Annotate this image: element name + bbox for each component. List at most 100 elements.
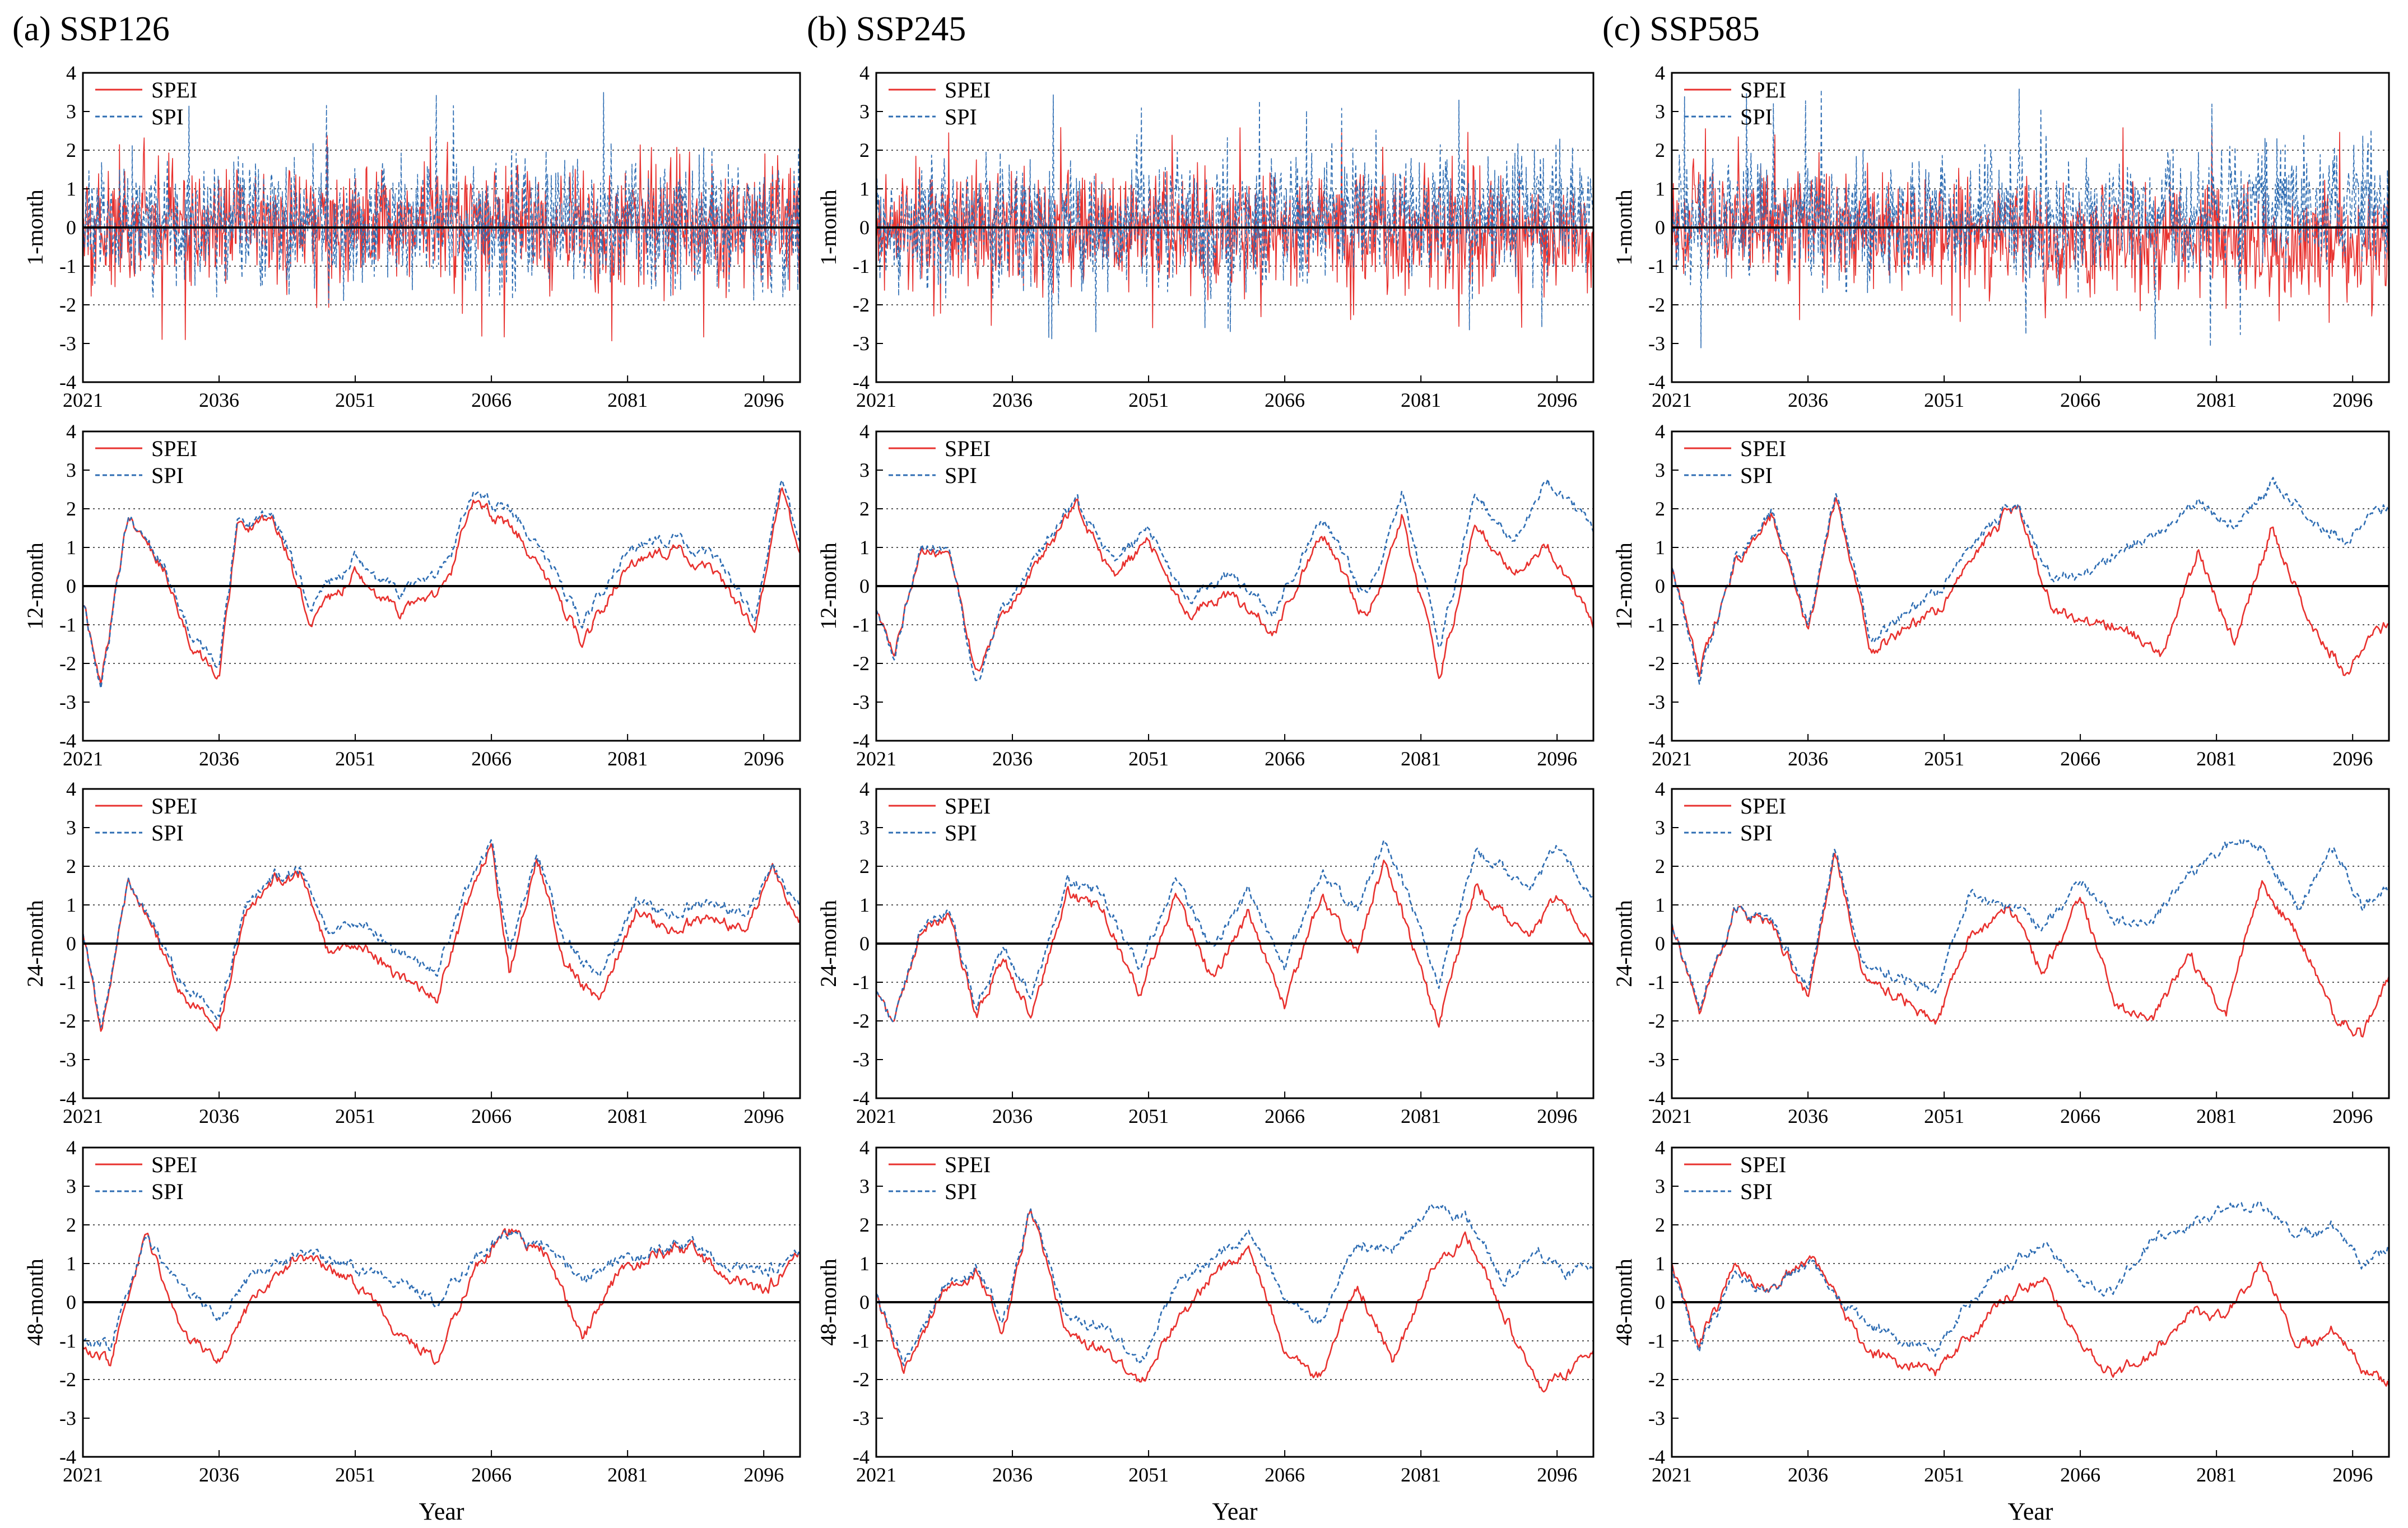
series-spi-line xyxy=(876,839,1593,1023)
legend-label-spei: SPEI xyxy=(945,1152,991,1177)
x-tick-label: 2066 xyxy=(2060,747,2100,770)
y-tick-label: -2 xyxy=(853,1368,870,1391)
legend-label-spi: SPI xyxy=(1740,1179,1773,1204)
y-tick-label: 2 xyxy=(66,498,76,520)
series-spi-line xyxy=(876,94,1593,340)
x-tick-label: 2051 xyxy=(1924,1464,1964,1486)
legend-label-spei: SPEI xyxy=(151,1152,197,1177)
y-tick-label: -4 xyxy=(59,371,76,393)
legend-label-spi: SPI xyxy=(945,463,977,488)
x-tick-label: 2096 xyxy=(1537,1464,1577,1486)
x-tick-label: 2036 xyxy=(199,1464,239,1486)
y-tick-label: 2 xyxy=(859,855,870,877)
y-tick-label: -4 xyxy=(853,1087,870,1109)
series-spi-line xyxy=(1672,89,2389,349)
x-tick-label: 2036 xyxy=(199,1105,239,1127)
series-spi-line xyxy=(83,839,800,1028)
y-tick-label: 4 xyxy=(1655,62,1665,84)
x-tick-label: 2081 xyxy=(607,389,648,411)
series-spei-line xyxy=(876,860,1593,1028)
series-spi-line xyxy=(83,1230,800,1351)
y-tick-label: 0 xyxy=(1655,932,1665,955)
legend-label-spei: SPEI xyxy=(945,436,991,461)
legend-label-spei: SPEI xyxy=(945,793,991,819)
x-tick-label: 2036 xyxy=(992,1464,1033,1486)
series-spei-line xyxy=(1672,127,2389,323)
y-tick-label: 3 xyxy=(859,459,870,481)
x-tick-label: 2036 xyxy=(992,1105,1033,1127)
x-tick-label: 2051 xyxy=(1924,1105,1964,1127)
y-tick-label: -1 xyxy=(59,1330,76,1352)
y-tick-label: 2 xyxy=(859,139,870,161)
y-tick-label: 4 xyxy=(859,62,870,84)
y-tick-label: -3 xyxy=(853,691,870,713)
legend-label-spei: SPEI xyxy=(151,436,197,461)
y-tick-label: -3 xyxy=(59,332,76,355)
x-tick-label: 2081 xyxy=(2196,1464,2237,1486)
x-tick-label: 2066 xyxy=(471,389,512,411)
x-tick-label: 2096 xyxy=(1537,389,1577,411)
x-tick-label: 2036 xyxy=(992,389,1033,411)
x-tick-label: 2081 xyxy=(2196,1105,2237,1127)
y-tick-label: -2 xyxy=(1648,1368,1665,1391)
panel-ssp585-1-month: -4 -3 -2 -1 0 1 2 3 4 2021 2036 2051 2066 2081 2096 1-m… xyxy=(1611,62,2390,411)
series-spi-line xyxy=(1672,1200,2389,1357)
legend-label-spi: SPI xyxy=(945,104,977,129)
y-tick-label: -4 xyxy=(1648,1446,1665,1468)
y-tick-label: -4 xyxy=(1648,371,1665,393)
x-tick-label: 2051 xyxy=(1924,389,1964,411)
y-tick-label: -1 xyxy=(1648,614,1665,636)
x-tick-label: 2051 xyxy=(1924,747,1964,770)
y-tick-label: 2 xyxy=(859,1214,870,1236)
x-axis-label: Year xyxy=(419,1498,464,1525)
column-title-ssp126: (a) SSP126 xyxy=(12,10,170,48)
y-tick-label: 3 xyxy=(66,1175,76,1197)
panel-ssp245-24-month: -4 -3 -2 -1 0 1 2 3 4 2021 2036 2051 2066 2081 2096 24-… xyxy=(816,778,1595,1127)
panel-ssp245-48-month: -4 -3 -2 -1 0 1 2 3 4 2021 2036 2051 2066 2081 2096 48-… xyxy=(816,1136,1595,1525)
series-spi-line xyxy=(876,1203,1593,1367)
y-tick-label: 0 xyxy=(66,575,76,597)
legend-label-spi: SPI xyxy=(151,820,184,846)
legend-label-spi: SPI xyxy=(1740,104,1773,129)
y-tick-label: 3 xyxy=(66,459,76,481)
y-tick-label: -3 xyxy=(1648,332,1665,355)
legend-label-spi: SPI xyxy=(151,463,184,488)
series-spi-line xyxy=(1672,838,2389,1011)
x-tick-label: 2051 xyxy=(1128,1105,1169,1127)
series-spei-line xyxy=(876,127,1593,328)
panel-ssp585-24-month: -4 -3 -2 -1 0 1 2 3 4 2021 2036 2051 2066 2081 2096 24-… xyxy=(1611,778,2390,1127)
y-tick-label: 4 xyxy=(1655,420,1665,443)
y-axis-label: 1-month xyxy=(1611,189,1637,266)
column-title-ssp585: (c) SSP585 xyxy=(1602,10,1760,48)
y-tick-label: -2 xyxy=(59,1010,76,1032)
series-spei-line xyxy=(83,135,800,342)
y-tick-label: 0 xyxy=(66,1291,76,1313)
y-tick-label: 1 xyxy=(66,178,76,200)
x-tick-label: 2036 xyxy=(1788,1105,1828,1127)
y-tick-label: 3 xyxy=(1655,1175,1665,1197)
y-tick-label: 2 xyxy=(859,498,870,520)
x-tick-label: 2066 xyxy=(471,1464,512,1486)
y-tick-label: 2 xyxy=(66,139,76,161)
x-tick-label: 2051 xyxy=(335,389,375,411)
x-tick-label: 2036 xyxy=(199,747,239,770)
x-tick-label: 2051 xyxy=(1128,389,1169,411)
panel-ssp126-12-month: -4 -3 -2 -1 0 1 2 3 4 2021 2036 2051 2066 2081 2096 12-… xyxy=(22,420,801,770)
y-tick-label: 1 xyxy=(859,894,870,916)
x-tick-label: 2096 xyxy=(2332,1464,2373,1486)
panel-ssp126-24-month: -4 -3 -2 -1 0 1 2 3 4 2021 2036 2051 2066 2081 2096 24-… xyxy=(22,778,801,1127)
x-tick-label: 2081 xyxy=(1401,1105,1441,1127)
y-tick-label: 1 xyxy=(66,1252,76,1275)
x-tick-label: 2036 xyxy=(1788,747,1828,770)
y-tick-label: 3 xyxy=(859,816,870,839)
x-tick-label: 2066 xyxy=(1265,747,1305,770)
y-tick-label: -2 xyxy=(853,294,870,316)
y-tick-label: -3 xyxy=(853,1407,870,1429)
legend-label-spei: SPEI xyxy=(151,793,197,819)
legend-label-spi: SPI xyxy=(945,1179,977,1204)
x-tick-label: 2021 xyxy=(63,389,103,411)
legend-label-spi: SPI xyxy=(151,104,184,129)
y-tick-label: -2 xyxy=(853,652,870,675)
panel-ssp245-1-month: -4 -3 -2 -1 0 1 2 3 4 2021 2036 2051 2066 2081 2096 1-m… xyxy=(816,62,1595,411)
y-tick-label: 1 xyxy=(1655,536,1665,559)
